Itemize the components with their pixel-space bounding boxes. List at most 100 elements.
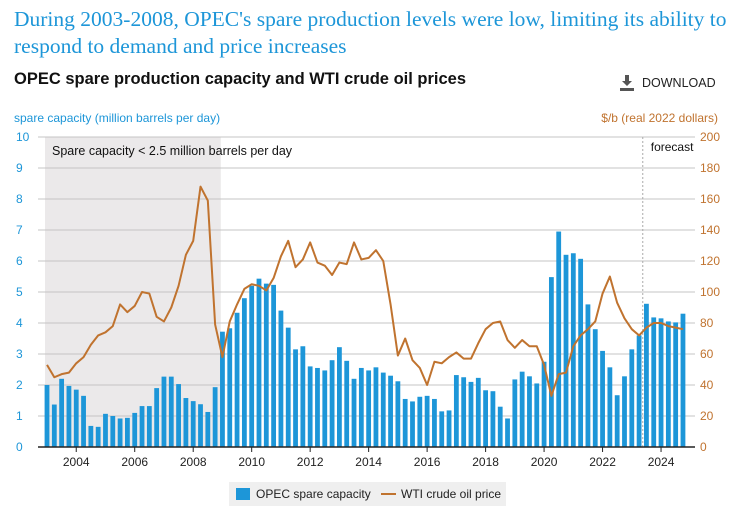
x-tick-label: 2016 xyxy=(414,455,441,469)
bar-spare-capacity xyxy=(293,349,298,447)
bar-spare-capacity xyxy=(132,412,138,447)
bar-spare-capacity xyxy=(329,360,335,447)
bar-spare-capacity xyxy=(665,321,671,447)
bar-spare-capacity xyxy=(380,372,386,447)
x-tick-label: 2022 xyxy=(589,455,616,469)
chart: Spare capacity < 2.5 million barrels per… xyxy=(14,111,720,506)
bar-spare-capacity xyxy=(673,322,679,447)
bar-spare-capacity xyxy=(453,375,459,447)
y-right-tick-label: 100 xyxy=(700,285,720,299)
bar-spare-capacity xyxy=(490,391,496,447)
bar-spare-capacity xyxy=(592,329,598,447)
bar-spare-capacity xyxy=(644,303,649,447)
x-tick-label: 2024 xyxy=(648,455,675,469)
y-right-tick-label: 180 xyxy=(700,161,720,175)
y-right-tick-label: 140 xyxy=(700,223,720,237)
legend-label-spare-capacity: OPEC spare capacity xyxy=(256,487,371,501)
bar-spare-capacity xyxy=(600,350,605,447)
bar-spare-capacity xyxy=(278,310,284,447)
bar-spare-capacity xyxy=(651,317,657,447)
bar-spare-capacity xyxy=(548,277,554,447)
bar-spare-capacity xyxy=(388,375,393,447)
y-right-tick-label: 60 xyxy=(700,347,714,361)
x-tick-label: 2012 xyxy=(297,455,324,469)
bar-spare-capacity xyxy=(402,398,408,447)
bar-spare-capacity xyxy=(366,370,372,447)
bar-spare-capacity xyxy=(205,411,211,447)
x-tick-label: 2008 xyxy=(180,455,207,469)
y-right-tick-label: 80 xyxy=(700,316,714,330)
bar-spare-capacity xyxy=(578,258,584,447)
y-left-tick-label: 4 xyxy=(16,316,23,330)
legend-swatch-spare-capacity xyxy=(236,488,250,500)
bar-spare-capacity xyxy=(622,376,627,447)
bar-spare-capacity xyxy=(439,411,445,447)
y-left-tick-label: 5 xyxy=(16,285,23,299)
bar-spare-capacity xyxy=(432,398,437,447)
y-left-tick-label: 10 xyxy=(16,130,30,144)
bar-spare-capacity xyxy=(227,328,233,447)
y-left-tick-label: 6 xyxy=(16,254,23,268)
bar-spare-capacity xyxy=(658,318,664,447)
legend xyxy=(229,482,506,506)
bar-spare-capacity xyxy=(300,346,306,447)
bar-spare-capacity xyxy=(527,376,532,447)
forecast-label: forecast xyxy=(651,140,694,154)
x-tick-label: 2018 xyxy=(472,455,499,469)
bar-spare-capacity xyxy=(285,327,291,447)
y-left-tick-label: 7 xyxy=(16,223,23,237)
y-left-tick-label: 0 xyxy=(16,440,23,454)
bar-spare-capacity xyxy=(249,285,255,447)
bar-spare-capacity xyxy=(556,231,562,447)
bar-spare-capacity xyxy=(73,389,79,447)
bar-spare-capacity xyxy=(44,385,50,447)
bar-spare-capacity xyxy=(461,377,467,447)
legend-label-wti-price: WTI crude oil price xyxy=(401,487,501,501)
bar-spare-capacity xyxy=(234,312,240,447)
bar-spare-capacity xyxy=(629,349,635,447)
bar-spare-capacity xyxy=(475,377,481,447)
download-label: DOWNLOAD xyxy=(642,76,716,90)
bar-spare-capacity xyxy=(307,366,313,447)
bar-spare-capacity xyxy=(81,395,86,447)
bar-spare-capacity xyxy=(161,376,167,447)
bar-spare-capacity xyxy=(183,398,189,447)
bar-spare-capacity xyxy=(117,418,123,447)
y-right-tick-label: 0 xyxy=(700,440,707,454)
bar-spare-capacity xyxy=(190,401,196,447)
bar-spare-capacity xyxy=(315,367,320,447)
bar-spare-capacity xyxy=(344,360,350,447)
bar-spare-capacity xyxy=(636,335,642,447)
bar-spare-capacity xyxy=(497,406,503,447)
bar-spare-capacity xyxy=(395,381,401,447)
y-left-tick-label: 1 xyxy=(16,409,23,423)
y-left-tick-label: 8 xyxy=(16,192,23,206)
y-left-tick-label: 9 xyxy=(16,161,23,175)
bar-spare-capacity xyxy=(139,406,145,447)
y-right-tick-label: 20 xyxy=(700,409,714,423)
bar-spare-capacity xyxy=(212,387,218,447)
x-tick-label: 2006 xyxy=(121,455,148,469)
bar-spare-capacity xyxy=(95,426,101,447)
x-tick-label: 2010 xyxy=(238,455,265,469)
x-tick-label: 2020 xyxy=(531,455,558,469)
bar-spare-capacity xyxy=(110,416,116,447)
bar-spare-capacity xyxy=(103,413,108,447)
y-right-axis-label: $/b (real 2022 dollars) xyxy=(601,111,718,125)
bar-spare-capacity xyxy=(483,390,488,447)
bar-spare-capacity xyxy=(585,304,591,447)
x-tick-label: 2014 xyxy=(355,455,382,469)
bar-spare-capacity xyxy=(563,254,569,447)
bar-spare-capacity xyxy=(66,385,72,447)
bar-spare-capacity xyxy=(337,347,342,447)
bar-spare-capacity xyxy=(468,381,474,447)
download-button[interactable]: DOWNLOAD xyxy=(620,75,716,91)
y-right-tick-label: 160 xyxy=(700,192,720,206)
y-right-tick-label: 40 xyxy=(700,378,714,392)
bar-spare-capacity xyxy=(614,395,620,447)
chart-title: OPEC spare production capacity and WTI c… xyxy=(14,70,467,88)
bar-spare-capacity xyxy=(446,410,452,447)
bar-spare-capacity xyxy=(59,378,65,447)
bar-spare-capacity xyxy=(505,418,510,447)
bar-spare-capacity xyxy=(263,283,269,447)
